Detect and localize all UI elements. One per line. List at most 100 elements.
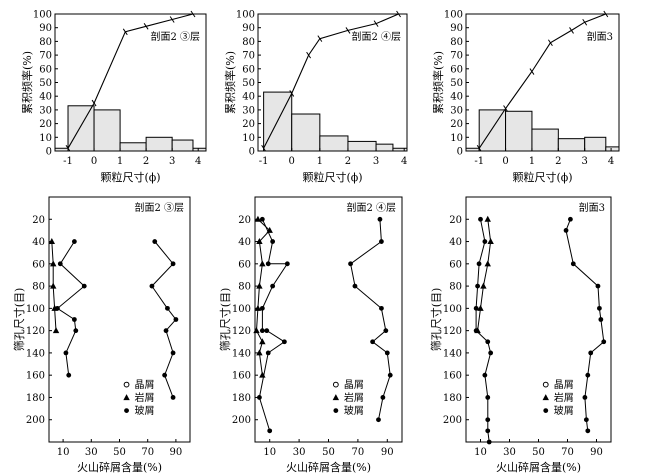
x-axis-label: 颗粒尺寸(ϕ) <box>100 170 160 184</box>
y-tick-label: 40 <box>39 92 52 103</box>
y-tick-label: 120 <box>26 326 45 337</box>
legend-label: 玻屑 <box>135 404 155 417</box>
dot-marker <box>165 305 170 311</box>
cumulative-point <box>169 16 175 23</box>
legend-label: 玻屑 <box>344 404 364 417</box>
x-axis-label: 火山碎屑含量(%) <box>286 460 371 474</box>
x-tick-label: 50 <box>113 447 126 458</box>
y-tick-label: 70 <box>242 51 255 62</box>
cumulative-point <box>143 23 149 30</box>
triangle-marker <box>256 349 263 356</box>
dot-marker <box>282 339 287 345</box>
y-tick-label: 140 <box>232 348 251 359</box>
dot-marker <box>485 417 491 423</box>
triangle-marker <box>48 238 56 245</box>
x-axis-label: 火山碎屑含量(%) <box>77 460 162 474</box>
y-tick-label: 120 <box>232 326 251 337</box>
dot-marker <box>170 395 176 400</box>
dot-marker <box>379 305 384 311</box>
histogram-panel-3: 0 10 20 30 40 50 60 70 80 90 100 -1 0 1 2 3 4 剖面3 颗粒尺寸(ϕ) 累… <box>431 10 620 184</box>
x-tick-label: 90 <box>170 447 183 458</box>
dot-marker <box>264 328 270 334</box>
x-tick-label: 3 <box>582 156 588 167</box>
cumulative-point <box>373 20 379 27</box>
histogram-bar <box>557 138 586 152</box>
x-axis-label: 颗粒尺寸(ϕ) <box>302 170 362 184</box>
legend-symbol <box>543 408 549 413</box>
content-panel-1: 20 40 60 80 100 120 140 160 180 200 10 30 50 70 90 剖面2 … <box>12 196 191 474</box>
panel-label: 剖面2 ④层 <box>346 201 396 214</box>
y-tick-label: 140 <box>443 348 462 359</box>
y-tick-label: 100 <box>444 10 463 21</box>
triangle-marker <box>259 338 266 345</box>
x-tick-label: 0 <box>502 156 508 167</box>
histogram-bar <box>584 136 607 152</box>
histogram-bar <box>375 143 394 152</box>
legend-label: 玻屑 <box>554 404 574 417</box>
dot-marker <box>475 283 480 289</box>
x-tick-label: 1 <box>317 156 323 167</box>
x-tick-label: 4 <box>401 156 407 167</box>
triangle-marker <box>477 304 484 311</box>
x-tick-label: 90 <box>381 447 394 458</box>
series-line <box>255 218 271 376</box>
histogram-bar <box>347 140 377 152</box>
dot-marker <box>488 350 494 356</box>
x-tick-label: 30 <box>293 447 306 458</box>
x-tick-label: 70 <box>561 447 574 458</box>
dot-marker <box>284 261 290 267</box>
y-tick-label: 40 <box>32 237 45 248</box>
legend-label: 晶屑 <box>554 379 574 391</box>
dot-marker <box>585 428 591 434</box>
legend-symbol <box>333 408 339 413</box>
x-tick-label: 90 <box>590 447 603 458</box>
y-tick-label: 60 <box>449 259 462 270</box>
cumulative-point <box>190 10 196 18</box>
y-tick-label: 80 <box>238 282 251 293</box>
y-tick-label: 40 <box>242 92 255 103</box>
y-tick-label: 70 <box>39 51 52 62</box>
x-tick-label: 10 <box>57 447 70 458</box>
y-tick-label: 200 <box>443 415 462 426</box>
dot-marker <box>387 372 393 378</box>
dot-marker <box>377 216 383 222</box>
dot-marker <box>485 339 491 345</box>
y-tick-label: 180 <box>232 393 251 404</box>
dot-marker <box>563 228 569 233</box>
y-tick-label: 30 <box>242 105 255 116</box>
legend-label: 岩屑 <box>554 391 574 404</box>
y-tick-label: 0 <box>457 147 463 158</box>
x-tick-label: -1 <box>474 156 484 167</box>
y-tick-label: 20 <box>242 119 255 130</box>
triangle-marker <box>253 327 260 334</box>
histogram-bar <box>392 147 408 152</box>
y-axis-label: 累积频率(%) <box>20 51 34 114</box>
x-tick-label: 30 <box>503 447 516 458</box>
dot-marker <box>597 305 602 311</box>
x-tick-label: -1 <box>259 156 269 167</box>
dot-marker <box>265 350 271 356</box>
y-tick-label: 10 <box>450 133 463 144</box>
x-tick-label: 0 <box>289 156 295 167</box>
dot-marker <box>379 239 384 244</box>
legend-label: 岩屑 <box>135 391 155 404</box>
histogram-bar <box>171 139 194 152</box>
dot-marker <box>482 239 488 244</box>
y-tick-label: 20 <box>238 215 251 226</box>
x-tick-label: 70 <box>352 447 365 458</box>
histogram-bar <box>478 109 507 152</box>
y-tick-label: 200 <box>26 415 45 426</box>
dot-marker <box>582 395 588 400</box>
y-tick-label: 180 <box>443 393 462 404</box>
legend-symbol <box>332 381 339 388</box>
triangle-marker <box>259 260 266 267</box>
dot-marker <box>73 328 79 334</box>
dot-marker <box>583 417 589 423</box>
y-tick-label: 70 <box>450 51 463 62</box>
triangle-marker <box>50 260 57 267</box>
dot-marker <box>170 261 176 267</box>
x-tick-label: 0 <box>91 156 97 167</box>
dot-marker <box>173 317 179 322</box>
dot-marker <box>570 261 576 267</box>
dot-marker <box>152 239 158 244</box>
